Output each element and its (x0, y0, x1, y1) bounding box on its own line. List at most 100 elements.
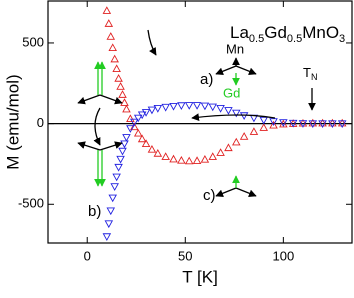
data-point (184, 102, 194, 110)
data-point (108, 43, 117, 52)
data-point (177, 102, 186, 110)
data-point (216, 148, 225, 156)
data-point (126, 125, 135, 133)
y-tick-label: 0 (37, 115, 44, 130)
data-point (147, 106, 157, 115)
data-point (120, 140, 129, 149)
data-point (337, 118, 347, 127)
x-axis-label: T [K] (182, 267, 218, 286)
title-segment: 0.5 (249, 33, 264, 45)
data-point (106, 207, 116, 216)
data-point (224, 143, 233, 152)
data-point (169, 102, 178, 111)
data-point (269, 120, 278, 129)
data-point (161, 152, 170, 160)
data-point (318, 118, 327, 127)
annotation: c) (203, 187, 216, 204)
data-point (102, 233, 112, 241)
data-point (137, 111, 147, 120)
title-segment: 3 (339, 33, 345, 45)
x-tick-label: 50 (178, 248, 192, 263)
data-point (308, 120, 318, 129)
data-point (133, 128, 143, 137)
annotation: Gd (223, 85, 240, 100)
data-point (200, 102, 210, 111)
x-tick-label: 100 (273, 248, 295, 263)
data-point (239, 132, 249, 140)
annotation: TN (303, 65, 317, 82)
data-point (169, 154, 178, 163)
green-arrows (94, 61, 240, 188)
data-point (153, 149, 163, 157)
data-point (110, 183, 119, 191)
data-point (232, 137, 241, 146)
data-point (208, 103, 218, 112)
data-point (130, 122, 139, 131)
data-point (200, 155, 210, 163)
data-point (137, 134, 147, 143)
annotation: Mn (226, 41, 244, 56)
data-point (120, 98, 129, 106)
title-segment: MnO (302, 23, 339, 42)
data-point (269, 118, 278, 126)
y-tick-label: 500 (22, 34, 44, 49)
y-tick-label: -500 (18, 196, 44, 211)
data-point (337, 120, 347, 129)
data-point (116, 155, 125, 164)
data-point (308, 118, 318, 127)
data-point (141, 109, 151, 117)
data-point (232, 109, 241, 118)
data-point (112, 173, 121, 182)
annotation: b) (88, 203, 101, 220)
data-point (118, 147, 127, 156)
plot-frame (47, 0, 353, 244)
data-point (114, 163, 123, 172)
data-point (108, 194, 117, 203)
data-point (104, 19, 114, 27)
data-point (116, 82, 125, 90)
data-point (161, 103, 170, 112)
data-point (249, 127, 259, 135)
data-point (318, 120, 327, 129)
data-point (122, 134, 131, 142)
title-segment: 0.5 (287, 33, 302, 45)
chart-title: La0.5Gd0.5MnO3 (230, 23, 345, 44)
data-point (122, 104, 131, 113)
data-point (279, 119, 288, 127)
data-point (288, 119, 298, 128)
data-point (239, 112, 249, 120)
plot-area (48, 6, 352, 241)
data-point (110, 54, 119, 63)
data-point (328, 120, 337, 129)
annotation: N (311, 72, 318, 82)
data-point (118, 90, 127, 98)
data-point (224, 107, 233, 115)
data-point (184, 156, 194, 165)
data-point (208, 152, 218, 160)
data-point (102, 6, 112, 14)
data-point (104, 220, 114, 229)
annotation: T (303, 65, 311, 80)
data-point (259, 116, 269, 125)
y-axis-label: M (emu/mol) (3, 74, 22, 169)
data-point (141, 139, 151, 148)
data-point (147, 145, 157, 153)
data-point (298, 120, 308, 128)
data-point (112, 64, 121, 73)
title-segment: Gd (264, 23, 287, 42)
data-point (216, 105, 225, 113)
data-point (259, 123, 269, 131)
data-point (106, 32, 116, 40)
data-point (192, 156, 202, 164)
data-point (130, 118, 139, 127)
data-point (328, 118, 337, 127)
x-tick-label: 0 (84, 248, 91, 263)
data-point (153, 105, 163, 113)
data-point (126, 114, 135, 123)
annotation: a) (200, 71, 213, 88)
title-segment: La (230, 23, 249, 42)
data-point (114, 74, 123, 82)
data-point (192, 102, 202, 110)
data-point (177, 155, 186, 164)
